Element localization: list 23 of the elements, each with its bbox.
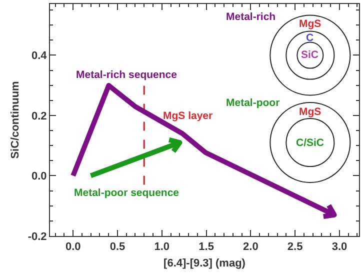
x-tick-label: 3.0: [332, 241, 348, 254]
x-axis-title: [6.4]-[9.3] (mag): [164, 257, 246, 270]
x-tick-label: 2.5: [287, 241, 303, 254]
annotation: SiC: [301, 49, 319, 61]
annotation: MgS: [299, 106, 322, 118]
x-tick-label: 2.0: [243, 241, 258, 254]
y-tick-label: 0.4: [32, 50, 48, 62]
annotation: Metal-rich sequence: [76, 69, 178, 81]
x-tick-label: 0.5: [110, 241, 126, 254]
y-axis-title: SiC/continuum: [9, 80, 22, 159]
annotation: Metal-poor sequence: [74, 187, 180, 199]
annotation: Metal-rich: [226, 11, 276, 23]
x-tick-label: 1.0: [154, 241, 170, 254]
y-tick-label: -0.2: [28, 230, 47, 243]
y-tick-label: 0.0: [32, 170, 47, 183]
annotation: MgS: [299, 18, 322, 30]
x-tick-label: 1.5: [198, 241, 214, 254]
annotation: C/SiC: [296, 137, 324, 149]
annotation: C: [306, 32, 314, 44]
annotation: Metal-poor: [226, 97, 280, 109]
x-tick-label: 0.0: [65, 241, 81, 254]
y-tick-label: 0.2: [32, 110, 47, 122]
annotation: MgS layer: [163, 110, 213, 122]
